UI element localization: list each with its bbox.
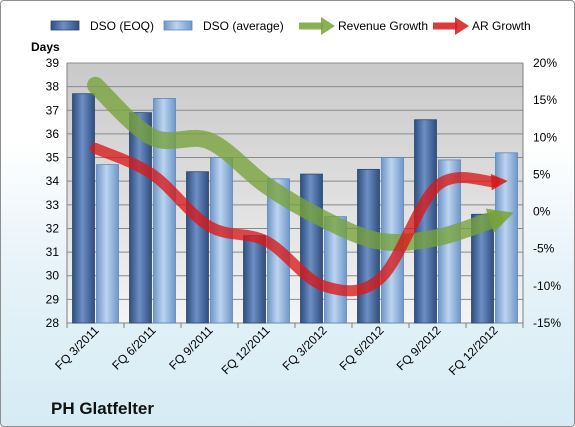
legend-label: AR Growth [472,19,531,33]
bar-dso-average [153,98,176,324]
y-tick-label: 33 [46,198,60,212]
legend-label: DSO (average) [203,19,284,33]
y2-tick-label: -15% [533,316,561,330]
y2-tick-label: -5% [533,242,555,256]
y2-tick-label: 0% [533,205,551,219]
x-tick-label: FQ 3/2012 [280,323,330,373]
y-tick-label: 31 [46,245,60,259]
bar-dso-eoq [72,93,95,324]
x-tick-label: FQ 3/2011 [52,323,102,373]
line-revenue-growth [87,76,514,252]
legend-swatch [163,20,193,31]
y-tick-label: 37 [46,103,60,117]
bar-dso-eoq [186,171,209,324]
legend-label: DSO (EOQ) [90,19,154,33]
y2-tick-label: 10% [533,130,557,144]
legend-item-dso-average: DSO (average) [163,19,284,33]
x-tick-label: FQ 12/2011 [219,323,273,377]
bar-dso-eoq [471,213,494,324]
y-tick-label: 28 [46,316,60,330]
bar-dso-average [210,157,233,324]
y-tick-label: 34 [46,174,60,188]
bar-dso-average [96,164,119,324]
x-tick-label: FQ 6/2011 [109,323,159,373]
legend-item-ar-growth: AR Growth [433,17,531,35]
line-ar-growth [90,142,508,297]
bar-dso-eoq [300,173,323,324]
y2-tick-label: 15% [533,93,557,107]
x-tick-label: FQ 9/2012 [394,323,444,373]
x-tick-label: FQ 9/2011 [166,323,216,373]
y2-tick-label: -10% [533,279,561,293]
legend-arrow-head [321,17,335,35]
y-tick-label: 29 [46,292,60,306]
bar-dso-eoq [243,235,266,324]
legend-label: Revenue Growth [338,19,428,33]
bar-dso-average [495,152,518,324]
y-tick-label: 30 [46,269,60,283]
y-tick-label: 36 [46,127,60,141]
y-tick-label: 35 [46,151,60,165]
y2-tick-label: 20% [533,56,557,70]
y-axis-title: Days [31,40,60,54]
chart-title: PH Glatfelter [51,399,154,418]
y2-tick-label: 5% [533,167,551,181]
y-tick-label: 32 [46,221,60,235]
legend-arrow-head [455,17,469,35]
legend-swatch [50,20,80,31]
y-tick-label: 39 [46,56,60,70]
x-tick-label: FQ 6/2012 [337,323,387,373]
legend-item-dso-eoq: DSO (EOQ) [50,19,154,33]
y-tick-label: 38 [46,80,60,94]
legend-item-revenue-growth: Revenue Growth [299,17,428,35]
x-tick-label: FQ 12/2012 [446,323,501,378]
